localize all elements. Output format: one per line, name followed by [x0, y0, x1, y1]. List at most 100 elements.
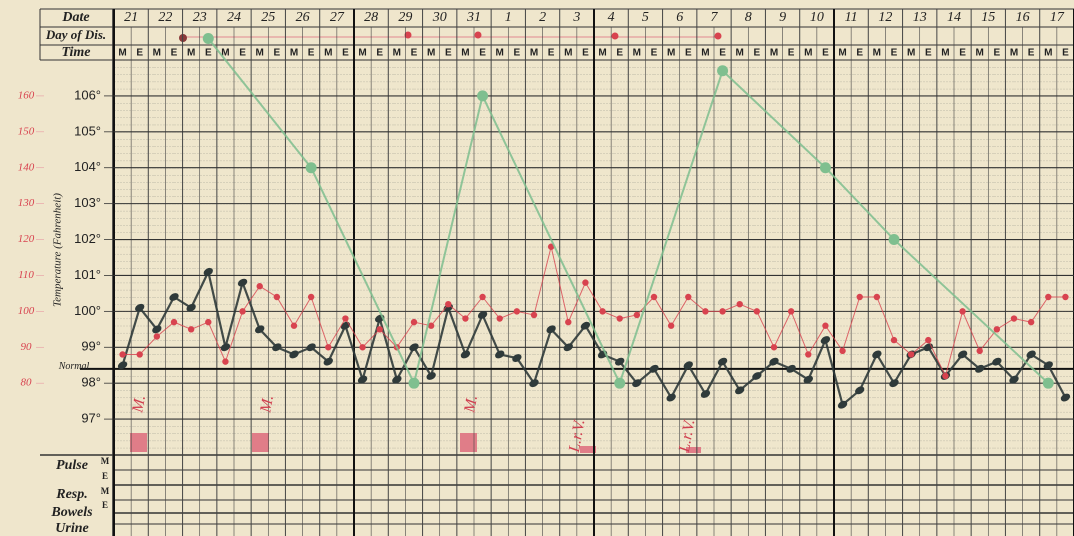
series-connector	[721, 70, 827, 169]
temperature-point	[460, 350, 471, 359]
annotation: L.r.V.	[676, 418, 699, 455]
pulse-point	[942, 372, 949, 380]
date-label: 17	[1050, 10, 1065, 25]
pulse-point	[805, 351, 812, 358]
series-connector	[481, 95, 621, 384]
time-label: E	[1062, 48, 1069, 59]
annotation: M.	[257, 394, 277, 415]
temperature-point	[820, 336, 831, 345]
pulse-point	[513, 308, 521, 315]
y2-tick-label: 140	[18, 161, 35, 173]
point	[819, 162, 831, 174]
pulse-point	[753, 308, 761, 315]
point	[1042, 377, 1054, 389]
time-label: M	[290, 48, 298, 59]
date-label: 28	[364, 10, 378, 25]
time-label: E	[994, 48, 1001, 59]
series-line	[122, 246, 1066, 378]
pulse-point	[787, 308, 795, 315]
time-label: M	[393, 48, 401, 59]
time-label: E	[925, 48, 932, 59]
time-label: M	[873, 48, 881, 59]
time-label: M	[770, 48, 778, 59]
normal-label: Normal	[58, 361, 90, 372]
time-label: E	[239, 48, 246, 59]
pulse-point	[616, 315, 623, 322]
temperature-point	[169, 293, 179, 301]
time-label: E	[136, 48, 143, 59]
pulse-point	[496, 315, 503, 322]
date-label: 3	[572, 10, 580, 25]
pulse-point	[1027, 318, 1035, 326]
date-label: 1	[505, 10, 512, 25]
footer-pulse: Pulse	[56, 458, 88, 473]
temperature-point	[700, 390, 711, 398]
time-label: E	[891, 48, 898, 59]
time-label: M	[221, 48, 229, 59]
date-label: 30	[432, 10, 447, 25]
pulse-point	[1062, 293, 1069, 301]
pulse-point	[239, 308, 246, 315]
pulse-point	[153, 333, 161, 340]
time-label: M	[324, 48, 332, 59]
pulse-point	[736, 300, 743, 308]
time-label: M	[118, 48, 126, 59]
y-axis-label: Temperature (Fahrenheit)	[52, 193, 64, 307]
pulse-point	[1045, 293, 1052, 301]
time-label: E	[959, 48, 966, 59]
y-tick-label: 101°	[74, 267, 101, 282]
pulse-point	[136, 351, 143, 358]
pulse-point	[976, 347, 983, 355]
pulse-point	[462, 315, 469, 322]
temperature-point	[803, 375, 813, 384]
temperature-point	[255, 325, 265, 334]
time-label: E	[719, 48, 726, 59]
pulse-point	[445, 300, 452, 308]
series-connector	[618, 70, 724, 384]
date-label: 9	[779, 10, 786, 25]
time-label: M	[804, 48, 812, 59]
date-label: 16	[1016, 10, 1030, 25]
pulse-point	[119, 351, 126, 358]
pulse-point	[839, 347, 846, 355]
temperature-point	[289, 350, 299, 359]
time-label: M	[427, 48, 435, 59]
y-tick-label: 97°	[81, 411, 101, 426]
time-label: E	[582, 48, 589, 59]
pulse-point	[770, 344, 778, 351]
time-label: M	[187, 48, 195, 59]
pulse-point	[925, 336, 932, 344]
y2-tick-label: 150	[18, 125, 35, 137]
temperature-point	[272, 343, 282, 352]
time-label: M	[1044, 48, 1052, 59]
temperature-point	[992, 357, 1002, 366]
y2-tick-label: 100	[18, 305, 35, 317]
pulse-point	[993, 326, 1001, 333]
temperature-point	[357, 375, 368, 384]
date-label: 10	[810, 10, 824, 25]
time-label: E	[856, 48, 863, 59]
time-label: M	[564, 48, 572, 59]
temperature-point	[495, 350, 505, 359]
time-label: M	[153, 48, 161, 59]
temperature-point	[1043, 361, 1053, 370]
temperature-point	[512, 354, 522, 362]
temperature-point	[1009, 375, 1019, 384]
y-tick-label: 106°	[74, 87, 101, 102]
temperature-point	[529, 379, 539, 388]
pulse-point	[479, 293, 486, 301]
temperature-point	[615, 357, 625, 366]
point	[888, 234, 900, 246]
point	[305, 162, 317, 174]
date-label: 31	[466, 10, 481, 25]
time-label: M	[907, 48, 915, 59]
footer-bowels: Bowels	[50, 505, 93, 520]
temperature-point	[409, 343, 419, 352]
temperature-point	[957, 350, 968, 359]
date-label: 7	[711, 10, 719, 25]
pulse-point	[685, 293, 692, 301]
time-label: E	[754, 48, 761, 59]
temperature-point	[426, 372, 436, 380]
series-connector	[824, 167, 895, 241]
